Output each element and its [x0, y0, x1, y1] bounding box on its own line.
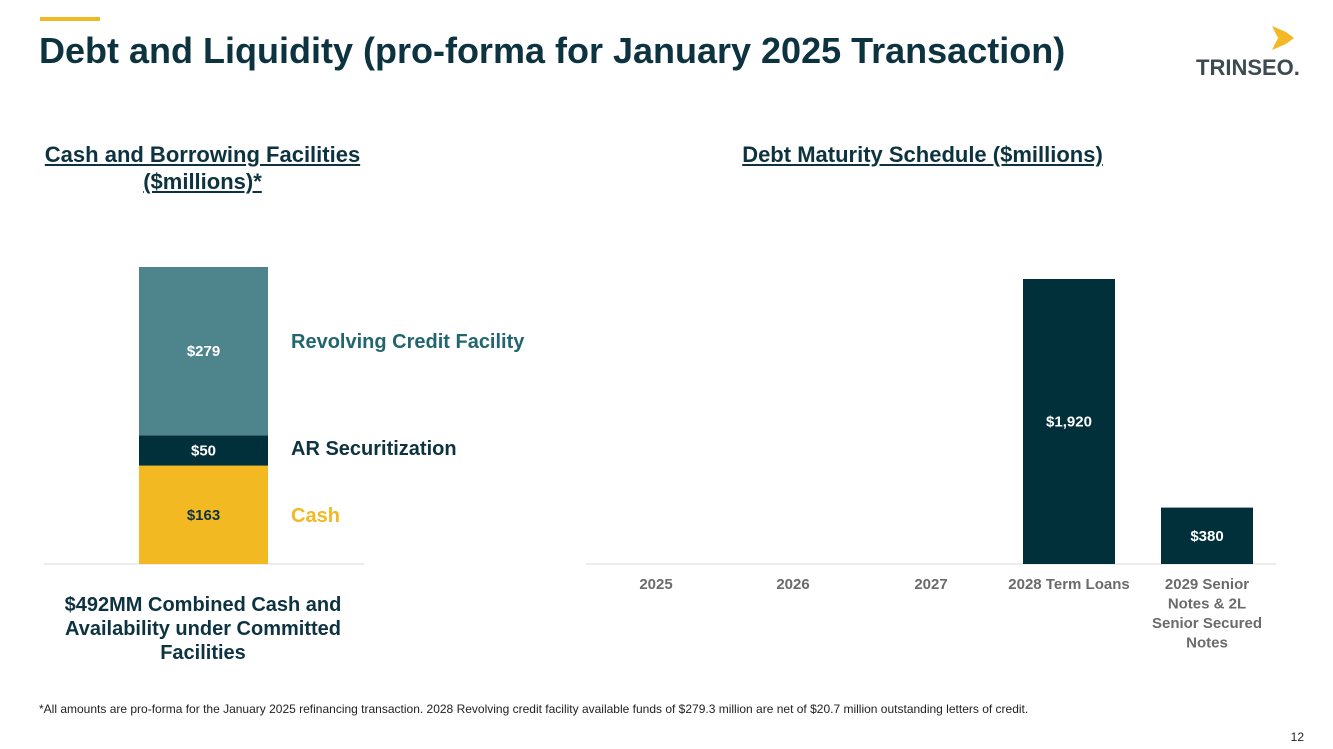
tick-label-2026: 2026: [776, 576, 809, 593]
trinseo-logo: TRINSEO.: [1190, 26, 1310, 80]
legend-revolving-credit: Revolving Credit Facility: [291, 331, 525, 353]
bar-cash: [139, 465, 268, 564]
cash-borrowing-title: Cash and Borrowing Facilities ($millions…: [44, 142, 361, 194]
debt-maturity-title: Debt Maturity Schedule ($millions): [742, 142, 1103, 167]
page-number: 12: [1290, 730, 1304, 744]
bar-label-2028-term-loans: $1,920: [1046, 414, 1092, 431]
tick-label-2025: 2025: [639, 576, 672, 593]
debt-maturity-chart: 2025 2026 2027 $1,920 2028 Term Loans $380 202…: [586, 279, 1276, 652]
legend-ar-securitization: AR Securitization: [291, 438, 457, 460]
bar-label-ar-securitization: $50: [191, 443, 216, 460]
logo-wordmark: TRINSEO.: [1196, 55, 1300, 80]
bar-2029-senior-notes-2l-senior-secured-notes: [1161, 507, 1253, 564]
cash-borrowing-chart: $163 $50 $279: [44, 267, 364, 565]
title-accent-bar: [40, 17, 100, 21]
bar-2028-term-loans: [1023, 279, 1115, 564]
bar-label-2029-senior-notes-2l-senior-secured-notes: $380: [1190, 528, 1223, 545]
tick-label-2027: 2027: [914, 576, 947, 593]
footnote: *All amounts are pro-forma for the Janua…: [39, 702, 1029, 716]
slide-title: Debt and Liquidity (pro-forma for Januar…: [39, 30, 1066, 71]
tick-label-2029-senior-notes-2l-senior-secured-notes: 2029 Senior Notes & 2L Senior Secured Notes: [1152, 576, 1262, 652]
combined-liquidity-caption: $492MM Combined Cash and Availability un…: [64, 594, 342, 664]
bar-label-cash: $163: [187, 507, 220, 524]
trinseo-arrow-icon: [1272, 26, 1294, 50]
bar-ar-securitization: [139, 435, 268, 466]
tick-label-2028-term-loans: 2028 Term Loans: [1008, 576, 1129, 593]
bar-label-revolving-credit-facility: $279: [187, 343, 220, 360]
bar-revolving-credit-facility: [139, 267, 268, 436]
legend-cash: Cash: [291, 505, 340, 527]
